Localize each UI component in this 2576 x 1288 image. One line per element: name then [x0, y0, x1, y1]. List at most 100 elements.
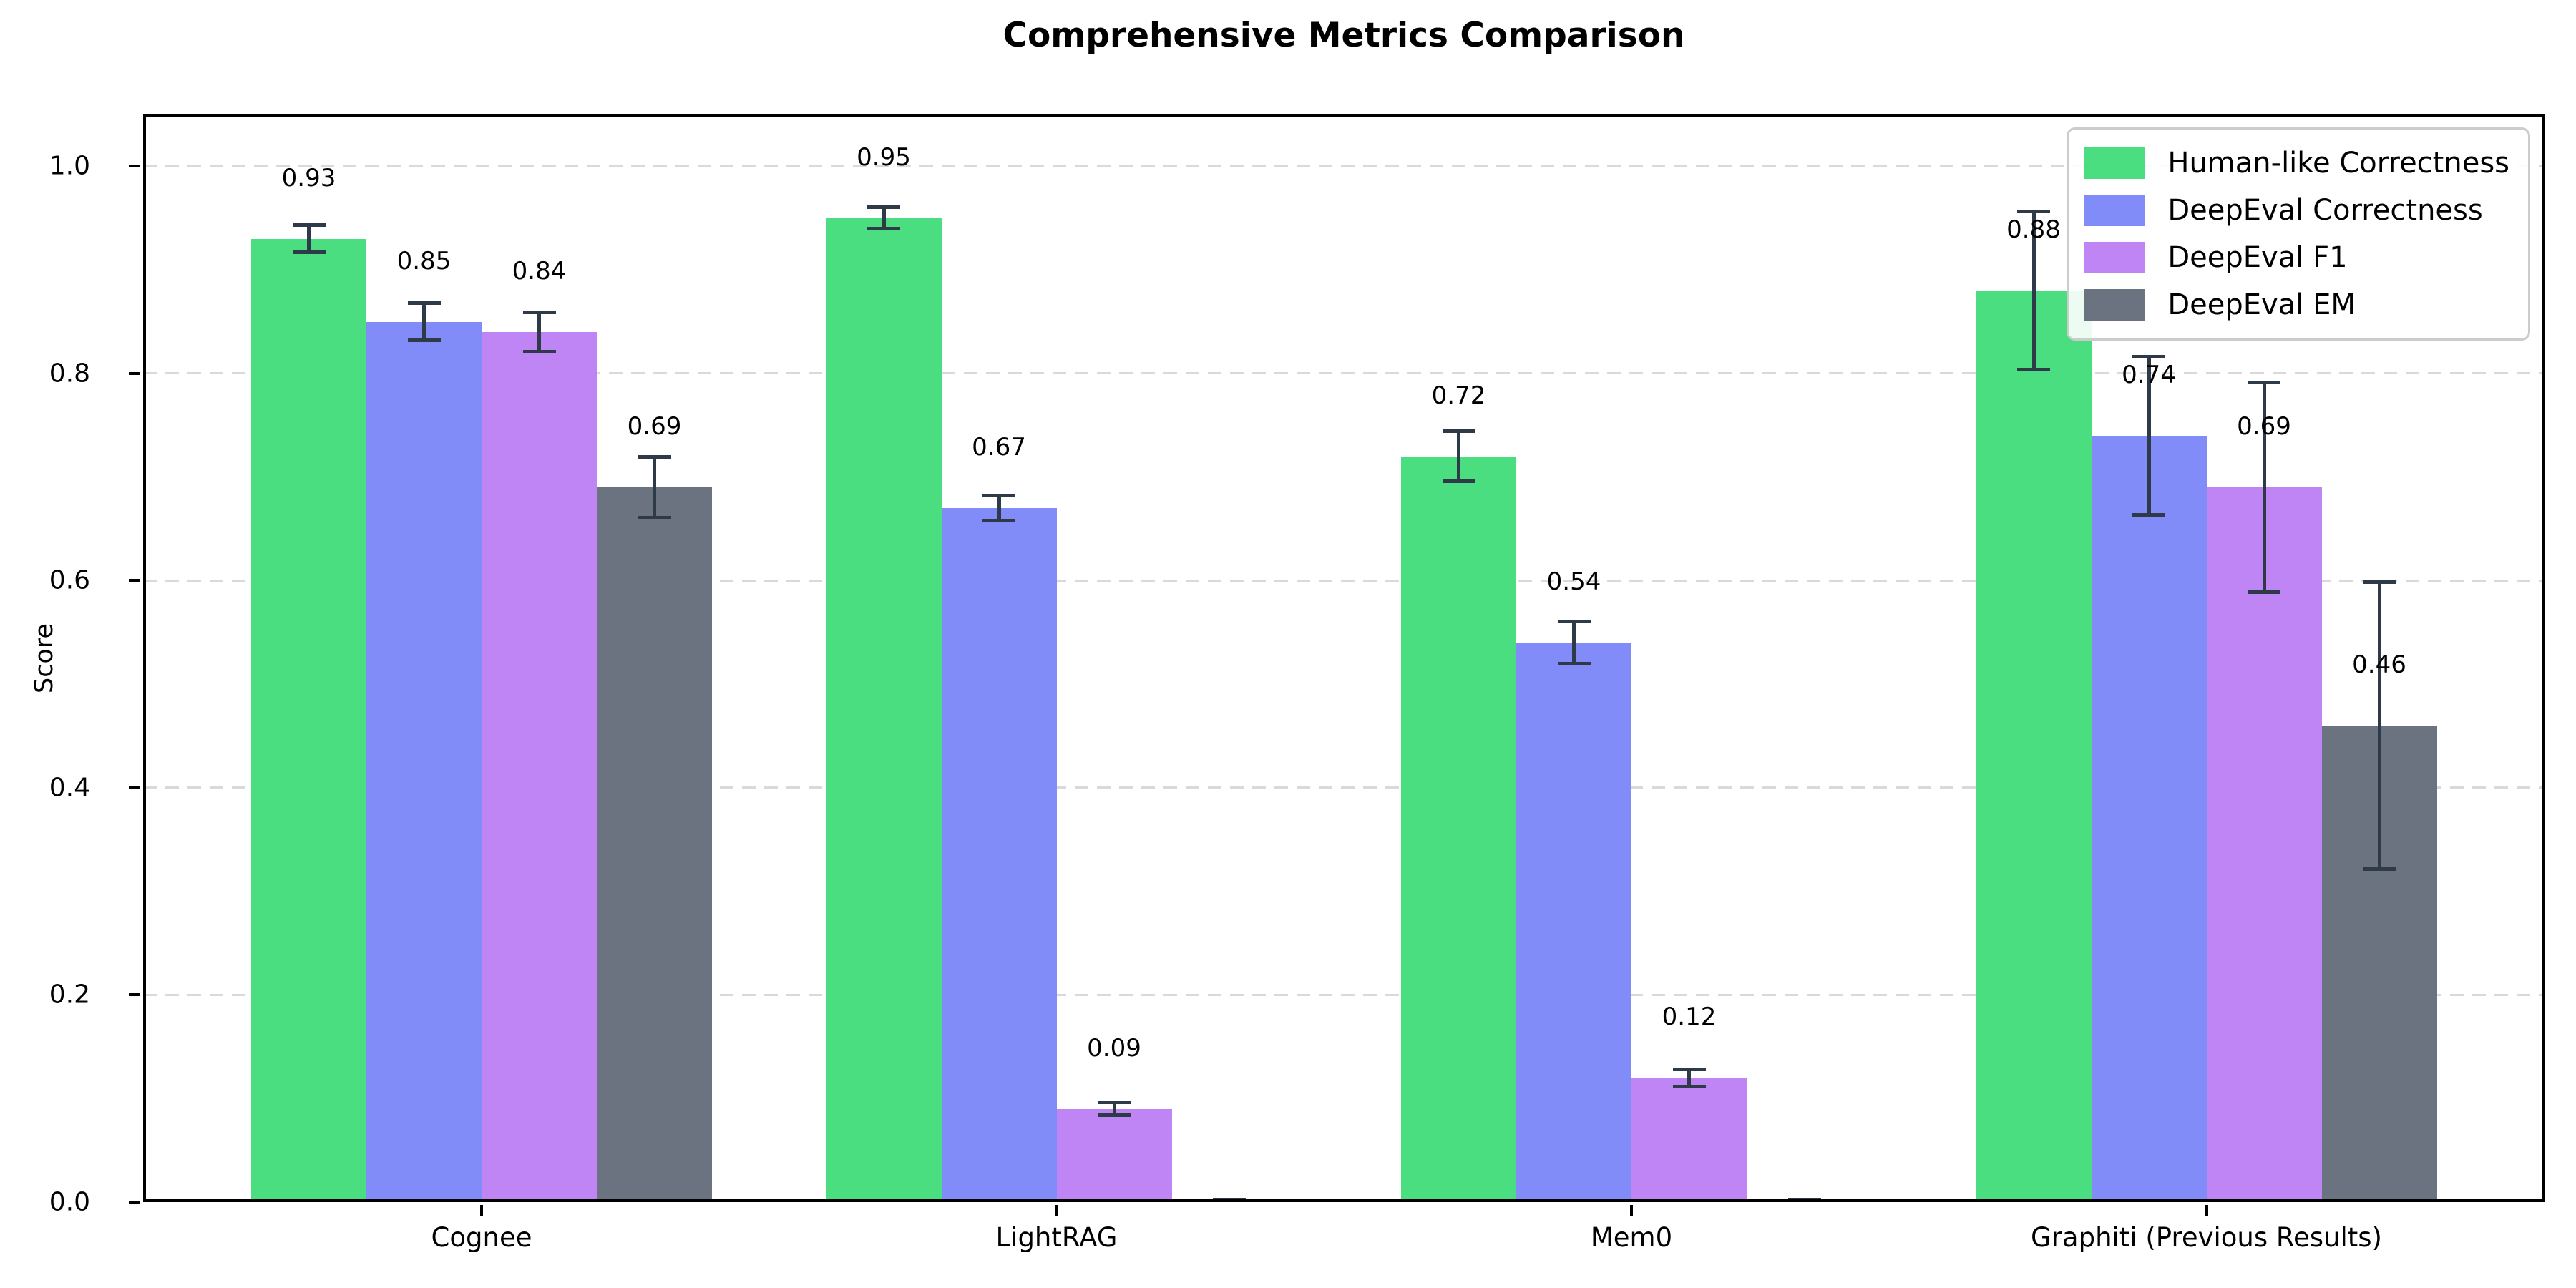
x-axis-tick [1630, 1205, 1633, 1216]
legend-item: DeepEval Correctness [2084, 187, 2509, 234]
bar-value-label: 0.54 [1546, 567, 1601, 597]
error-bar-line [1557, 620, 1591, 624]
bar-value-label: 0.93 [281, 163, 336, 192]
x-axis-tick [480, 1205, 483, 1216]
bar-value-label: 0.69 [2237, 412, 2291, 441]
error-bar-line [1213, 1198, 1246, 1202]
error-bar-line [522, 310, 556, 314]
x-axis-tick [1055, 1205, 1058, 1216]
legend-label: Human-like Correctness [2167, 147, 2509, 180]
gridline [143, 993, 2545, 996]
legend: Human-like Correctness DeepEval Correctne… [2067, 127, 2530, 341]
error-bar-line [2132, 512, 2165, 517]
y-axis-label: Score [30, 623, 59, 694]
bar-value-label: 0.09 [1087, 1033, 1141, 1063]
legend-item: Human-like Correctness [2084, 140, 2509, 187]
error-bar [2248, 381, 2280, 595]
y-tick-label: 0.6 [49, 565, 90, 595]
legend-swatch [2084, 195, 2145, 226]
error-bar-line [292, 250, 326, 255]
error-bar-line [1442, 429, 1475, 434]
error-bar-line [1112, 1101, 1116, 1118]
error-bar-line [1672, 1084, 1706, 1088]
legend-item: DeepEval F1 [2084, 234, 2509, 281]
y-axis-tick [129, 786, 140, 789]
error-bar [2017, 210, 2050, 371]
bar [366, 321, 482, 1202]
error-bar-line [653, 455, 656, 520]
bar [482, 332, 597, 1202]
y-axis-tick [129, 165, 140, 168]
error-bar-line [2017, 368, 2050, 371]
error-bar-line [882, 205, 886, 231]
legend-swatch [2084, 242, 2145, 273]
error-bar-line [638, 516, 671, 520]
x-tick-label-cognee: Cognee [431, 1222, 532, 1253]
error-bar [1557, 620, 1591, 666]
error-bar [1787, 1198, 1821, 1202]
error-bar-line [638, 455, 671, 459]
bar [2091, 435, 2207, 1202]
legend-label: DeepEval EM [2167, 288, 2356, 321]
y-axis-tick [129, 371, 140, 375]
y-tick-label: 0.2 [49, 980, 90, 1010]
error-bar-line [2147, 354, 2151, 517]
bar-value-label: 0.95 [857, 142, 911, 172]
error-bar [1672, 1067, 1706, 1088]
bar [1631, 1078, 1747, 1202]
error-bar-line [2377, 580, 2381, 871]
error-bar-line [292, 223, 326, 227]
gridline [143, 579, 2545, 582]
error-bar-line [2132, 354, 2165, 358]
y-axis-tick [129, 993, 140, 997]
bar-value-label: 0.85 [396, 246, 452, 275]
error-bar-line [867, 205, 900, 210]
bar [251, 238, 366, 1202]
error-bar-line [1442, 479, 1475, 484]
error-bar-line [1098, 1101, 1131, 1105]
x-axis-tick [2205, 1205, 2208, 1216]
error-bar-line [2248, 590, 2280, 595]
error-bar-line [982, 519, 1015, 523]
error-bar-line [2031, 210, 2036, 371]
bar [1976, 291, 2092, 1202]
legend-label: DeepEval F1 [2167, 241, 2348, 274]
bar-value-label: 0.12 [1662, 1002, 1717, 1032]
error-bar-line [2017, 210, 2050, 214]
x-tick-label-mem0: Mem0 [1590, 1222, 1673, 1253]
bar [2206, 487, 2322, 1202]
bar-value-label: 0.72 [1431, 381, 1486, 410]
error-bar-line [522, 350, 556, 354]
error-bar-line [1572, 620, 1576, 666]
error-bar [2363, 580, 2396, 871]
y-tick-label: 0.8 [49, 358, 90, 389]
error-bar-line [2363, 580, 2396, 585]
error-bar [867, 205, 900, 231]
error-bar-line [997, 493, 1001, 523]
bar [597, 487, 712, 1202]
bar-value-label: 0.88 [2006, 215, 2061, 245]
error-bar-line [422, 301, 426, 343]
bar [1401, 456, 1516, 1202]
chart-title: Comprehensive Metrics Comparison [1002, 16, 1685, 55]
gridline [143, 165, 2545, 167]
gridline [143, 786, 2545, 789]
error-bar-line [1672, 1067, 1706, 1071]
error-bar-line [2262, 381, 2266, 595]
error-bar [1213, 1198, 1246, 1202]
error-bar-line [307, 223, 311, 255]
legend-item: DeepEval EM [2084, 281, 2509, 328]
bar [1056, 1108, 1172, 1202]
bar-value-label: 0.67 [972, 433, 1026, 462]
bar [1516, 643, 1631, 1202]
bar [941, 508, 1057, 1202]
error-bar-line [537, 310, 541, 354]
error-bar-line [1687, 1067, 1691, 1088]
error-bar [522, 310, 556, 354]
bar-value-label: 0.69 [627, 412, 682, 441]
bar [826, 218, 942, 1202]
error-bar-line [1787, 1198, 1821, 1202]
bar-value-label: 0.46 [2352, 650, 2406, 680]
error-bar-line [1557, 662, 1591, 666]
